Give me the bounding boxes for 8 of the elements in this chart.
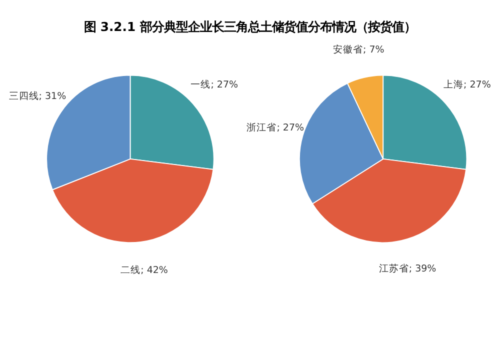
slice-label: 上海; 27% [444, 78, 491, 91]
chart-title: 图 3.2.1 部分典型企业长三角总土储货值分布情况（按货值） [84, 20, 416, 34]
slice-label: 一线; 27% [190, 78, 238, 91]
slice-label: 三四线; 31% [8, 90, 66, 102]
slice-label: 二线; 42% [120, 264, 168, 276]
slice-label: 浙江省; 27% [246, 122, 304, 134]
slice-label: 江苏省; 39% [378, 262, 436, 274]
slice-label: 安徽省; 7% [332, 43, 384, 56]
